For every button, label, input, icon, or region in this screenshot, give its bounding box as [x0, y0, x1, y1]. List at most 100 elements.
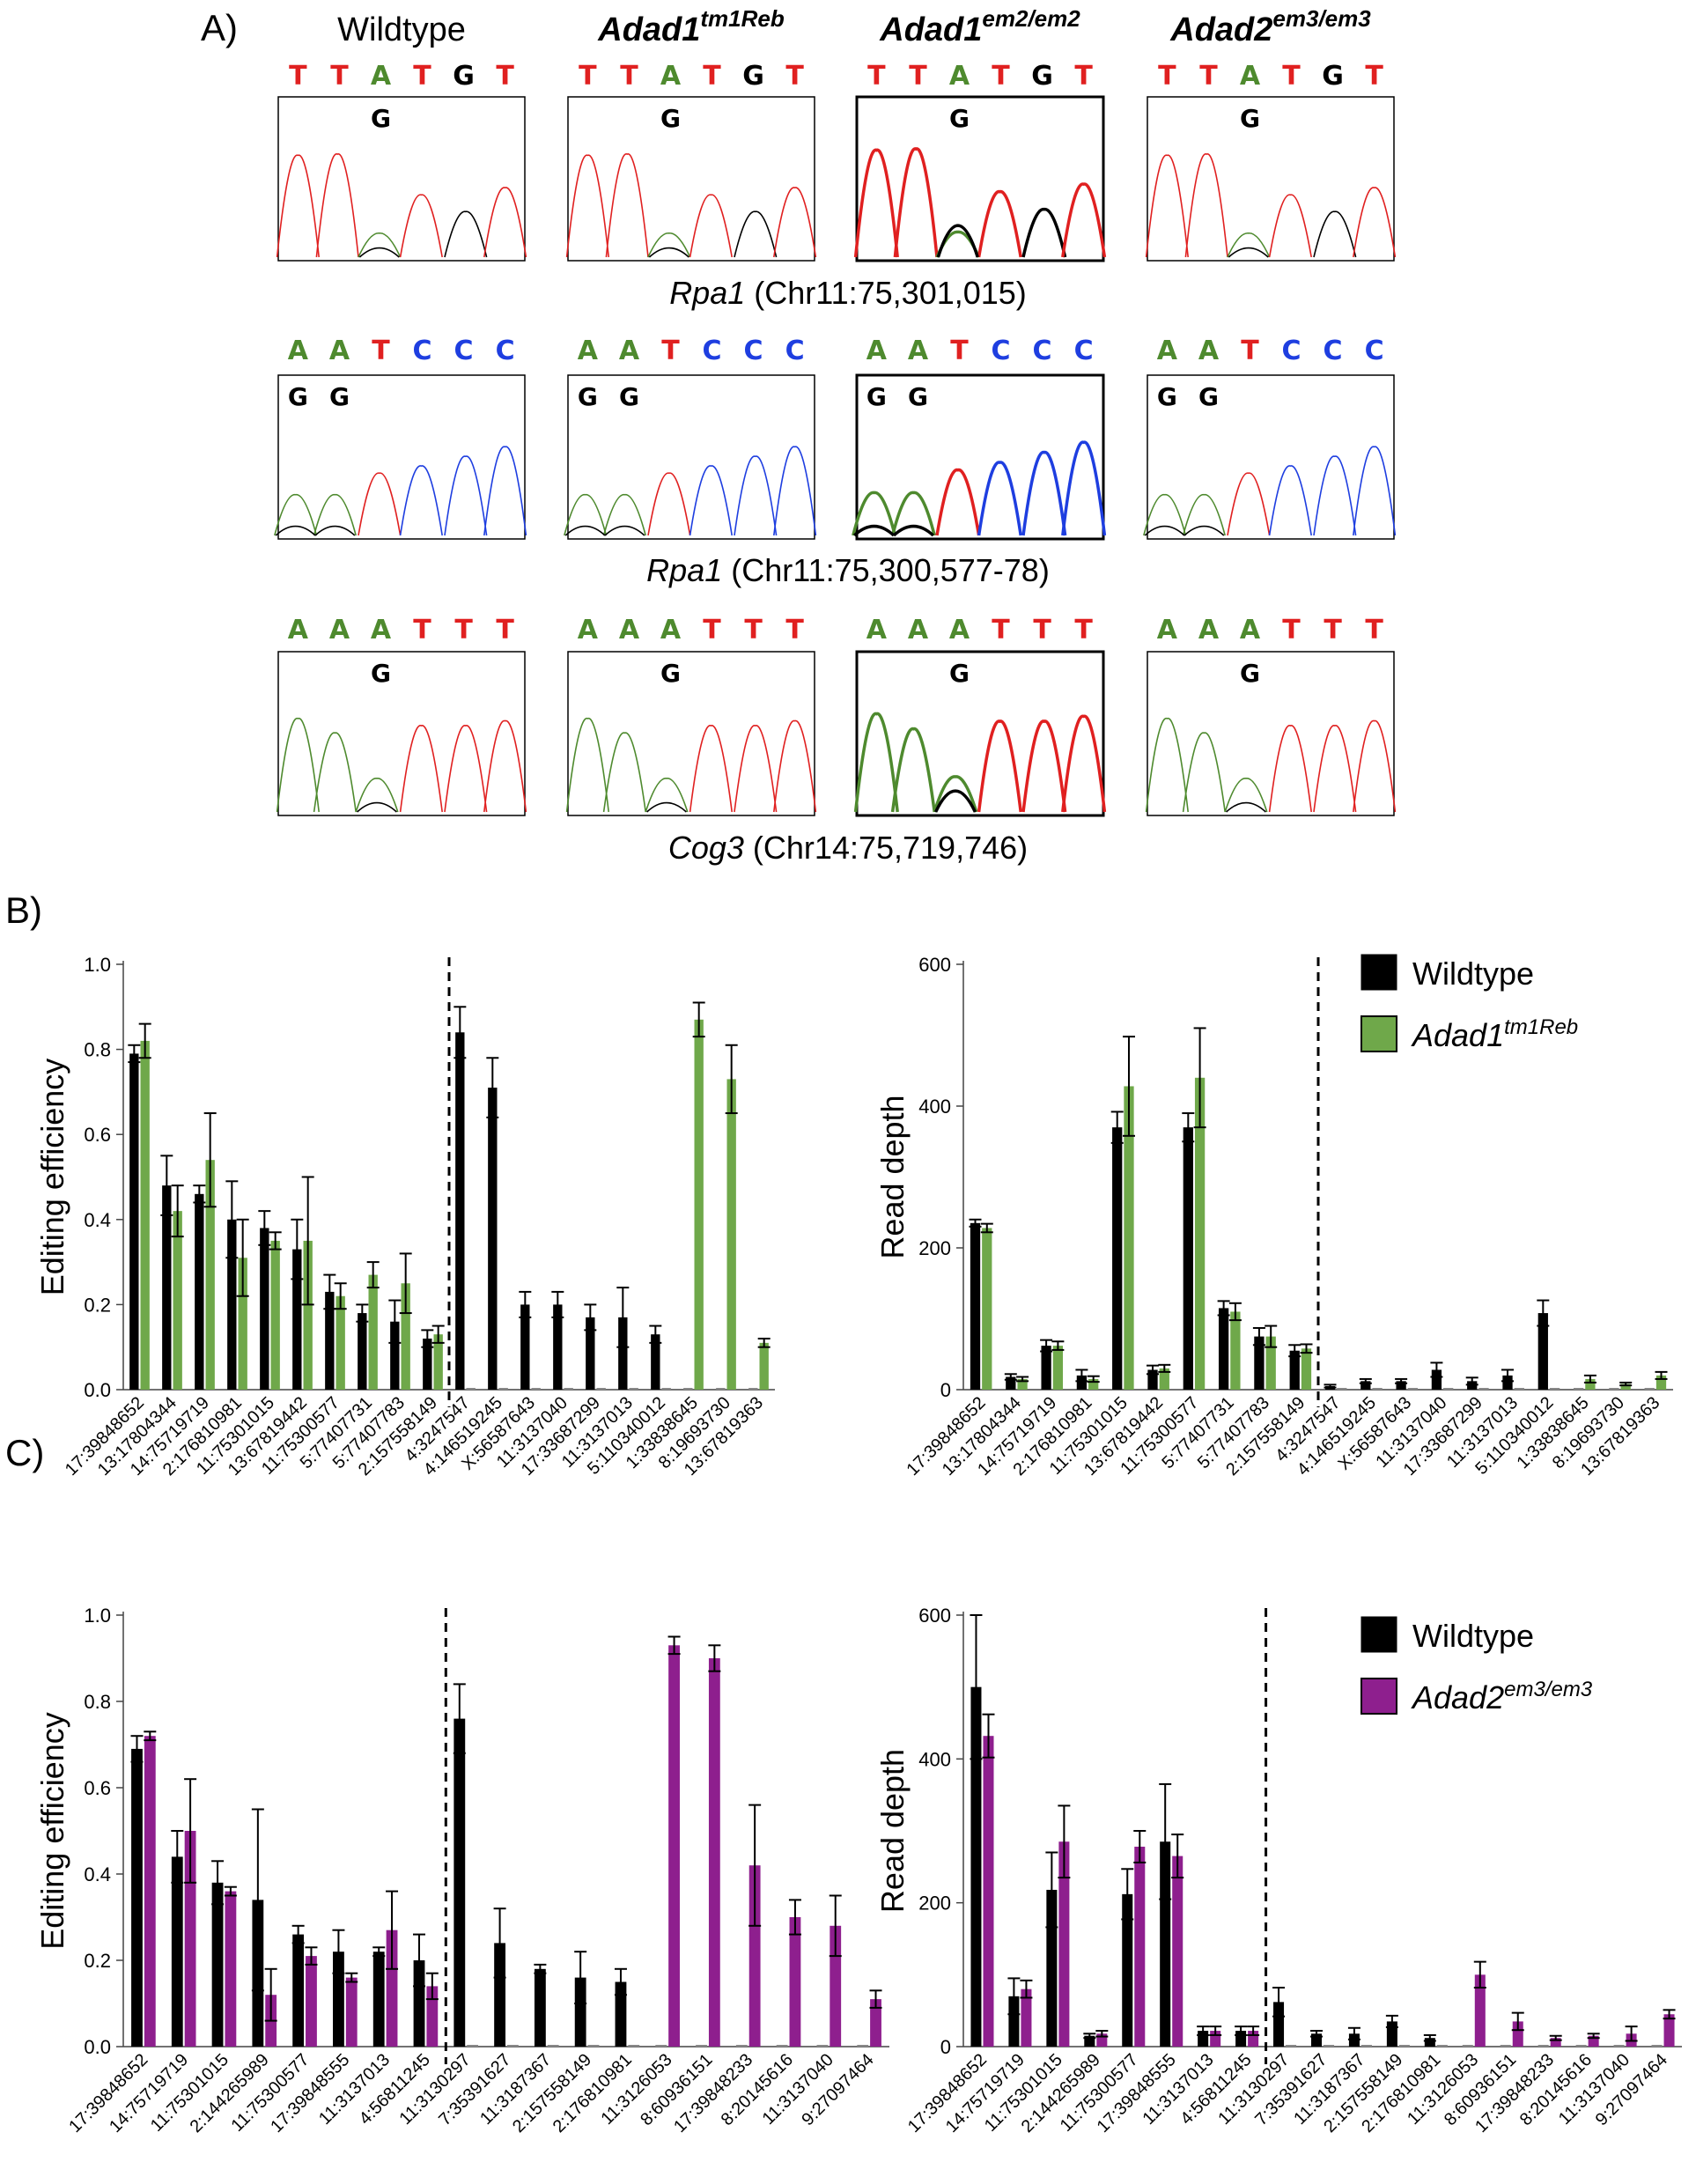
g-mark: G — [578, 382, 598, 411]
panel-label-c: C) — [5, 1432, 44, 1473]
y-tick-label: 0.6 — [84, 1777, 111, 1799]
bar-wildtype — [970, 1222, 981, 1390]
bar-wildtype — [413, 1960, 425, 2047]
trace-peak-g — [275, 525, 316, 536]
trace-peak — [602, 732, 646, 813]
base-call: T — [372, 336, 390, 366]
locus-caption: Rpa1 (Chr11:75,300,577-78) — [646, 552, 1050, 588]
locus-caption: Cog3 (Chr14:75,719,746) — [668, 830, 1028, 866]
trace-peak — [689, 194, 733, 258]
trace-peak — [1061, 714, 1107, 813]
y-tick-label: 0.2 — [84, 1294, 111, 1316]
g-mark: G — [371, 104, 391, 133]
base-call: T — [950, 336, 969, 366]
trace-peak — [483, 187, 527, 258]
base-call: T — [413, 615, 431, 646]
bar-wildtype — [1147, 1369, 1158, 1390]
legend-c-wildtype-label: Wildtype — [1412, 1618, 1534, 1654]
bar-wildtype — [1424, 2038, 1435, 2047]
y-axis-label: Editing efficiency — [34, 1712, 70, 1950]
y-tick-label: 0.8 — [84, 1691, 111, 1713]
chromatogram-box — [277, 651, 526, 816]
bar-wildtype — [1076, 1375, 1088, 1390]
g-mark: G — [866, 382, 887, 411]
y-tick-label: 0 — [940, 2036, 951, 2058]
bar-wildtype — [1396, 1381, 1406, 1390]
bar-wildtype — [553, 1304, 563, 1390]
y-tick-label: 1.0 — [84, 954, 111, 976]
base-call: G — [453, 61, 475, 92]
trace-peak-g — [892, 524, 934, 537]
trace-peak — [734, 725, 778, 813]
bar-mutant — [401, 1283, 410, 1390]
g-mark: G — [660, 659, 681, 688]
bar-wildtype — [1183, 1127, 1193, 1390]
bar-wildtype — [1008, 1996, 1020, 2047]
base-call: A — [329, 615, 350, 646]
base-call: T — [909, 61, 927, 92]
base-call: A — [1240, 61, 1261, 92]
bar-mutant — [1655, 1375, 1667, 1390]
bar-wildtype — [1254, 1336, 1265, 1390]
chromatogram-box — [567, 374, 815, 540]
bar-mutant — [368, 1274, 378, 1390]
trace-peak — [1353, 446, 1397, 536]
trace-peak — [645, 778, 689, 813]
bar-mutant — [1194, 1077, 1206, 1390]
bar-wildtype — [390, 1321, 400, 1390]
trace-peak — [313, 493, 357, 536]
base-call: C — [992, 336, 1011, 366]
trace-peak — [935, 468, 981, 536]
bar-mutant — [1230, 1311, 1241, 1390]
base-call: A — [660, 61, 682, 92]
bar-wildtype — [260, 1228, 269, 1390]
y-axis-label: Editing efficiency — [34, 1059, 70, 1296]
bar-mutant — [1021, 1988, 1032, 2047]
trace-peak — [1021, 450, 1067, 536]
base-call: T — [1282, 61, 1301, 92]
bar-mutant — [982, 1228, 992, 1390]
chromatogram-box — [567, 651, 815, 816]
bar-mutant — [726, 1079, 736, 1390]
trace-peak — [358, 232, 402, 258]
base-call: T — [703, 615, 721, 646]
base-call: T — [1074, 61, 1093, 92]
trace-peak-g — [358, 247, 400, 258]
bar-mutant — [386, 1929, 398, 2047]
y-tick-label: 0 — [940, 1379, 951, 1401]
trace-peak-g — [646, 801, 687, 813]
g-mark: G — [1240, 659, 1260, 688]
trace-peak — [852, 491, 897, 536]
trace-peak — [358, 472, 402, 536]
y-tick-label: 400 — [918, 1096, 951, 1118]
trace-peak — [1145, 718, 1189, 813]
base-call: T — [413, 61, 431, 92]
base-call: T — [1282, 615, 1301, 646]
bar-mutant — [1172, 1856, 1184, 2047]
bar-wildtype — [195, 1193, 204, 1390]
base-call: C — [413, 336, 432, 366]
trace-peak — [689, 465, 733, 536]
base-call: C — [1074, 336, 1094, 366]
bar-mutant — [983, 1736, 994, 2047]
base-call: T — [992, 615, 1010, 646]
base-call: A — [288, 336, 309, 366]
trace-peak — [1143, 493, 1187, 536]
bar-wildtype — [131, 1748, 143, 2047]
g-mark: G — [619, 382, 639, 411]
trace-peak — [1268, 194, 1312, 258]
y-axis-label: Read depth — [874, 1095, 911, 1258]
base-call: A — [578, 615, 599, 646]
base-call: C — [785, 336, 805, 366]
bar-wildtype — [358, 1313, 367, 1390]
bar-wildtype — [1160, 1841, 1171, 2047]
trace-peak — [1021, 719, 1067, 813]
trace-peak — [276, 718, 320, 813]
bar-wildtype — [1041, 1346, 1051, 1390]
bar-wildtype — [574, 1977, 586, 2047]
bar-wildtype — [333, 1952, 344, 2047]
bar-wildtype — [1006, 1376, 1016, 1390]
trace-peak-g — [604, 525, 645, 536]
